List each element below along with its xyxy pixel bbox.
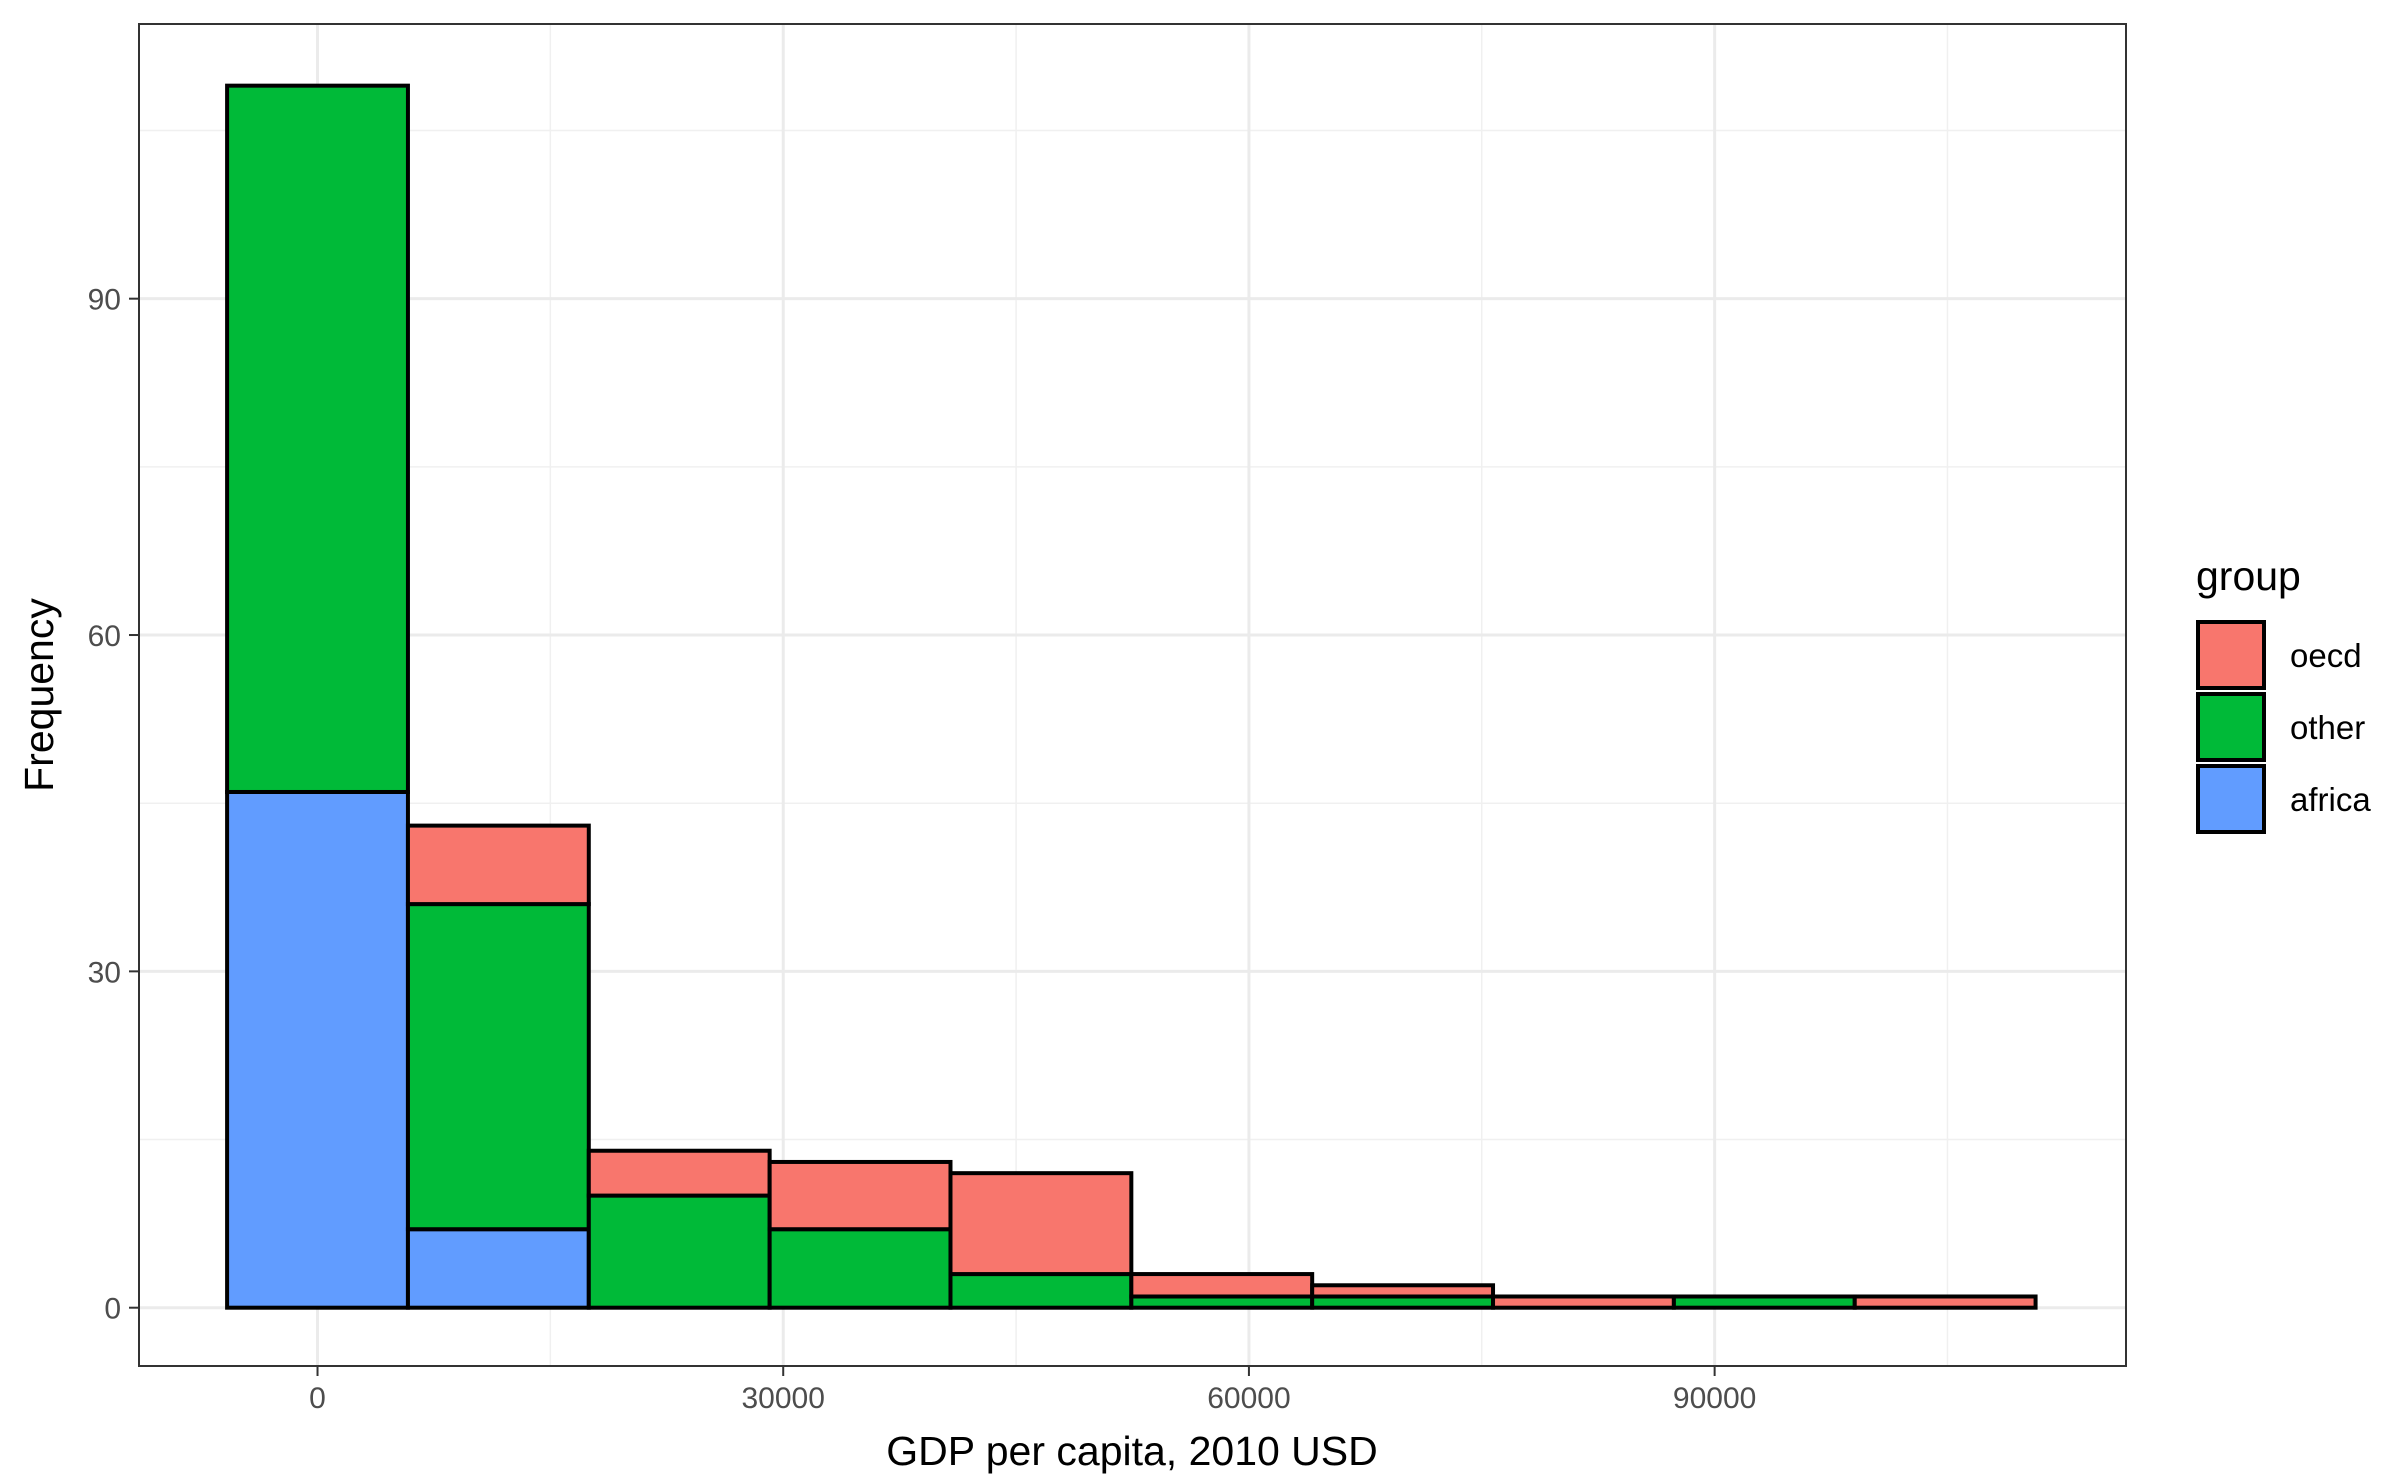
y-tick-label: 0 <box>104 1293 121 1326</box>
y-tick-label: 30 <box>88 956 121 989</box>
legend-title: group <box>2196 553 2301 599</box>
bar-other <box>405 902 591 1232</box>
bar-oecd <box>586 1148 772 1198</box>
bar-oecd <box>1310 1283 1496 1299</box>
bar-oecd <box>1491 1294 1676 1310</box>
bar-other <box>948 1272 1134 1310</box>
legend-label-oecd: oecd <box>2290 637 2362 674</box>
bar-other <box>586 1193 772 1310</box>
y-tick-label: 60 <box>88 620 121 653</box>
bar-other <box>767 1227 953 1310</box>
bars <box>225 83 2038 1310</box>
x-tick-label: 30000 <box>742 1382 825 1415</box>
bar-oecd <box>948 1171 1134 1277</box>
bar-oecd <box>405 823 591 907</box>
bar-oecd <box>767 1159 953 1232</box>
x-tick-label: 0 <box>309 1382 326 1415</box>
legend-key-africa <box>2196 764 2266 834</box>
y-tick-label: 90 <box>88 284 121 317</box>
legend-key-other <box>2196 692 2266 762</box>
x-axis-title: GDP per capita, 2010 USD <box>886 1428 1378 1474</box>
legend-label-other: other <box>2290 709 2365 746</box>
legend: group oecd other africa <box>2196 553 2371 834</box>
legend-key-oecd <box>2196 620 2266 690</box>
bar-other <box>225 83 410 794</box>
y-axis-title: Frequency <box>16 598 62 792</box>
bar-africa <box>405 1227 591 1310</box>
x-tick-label: 60000 <box>1207 1382 1290 1415</box>
axes: 0 30000 60000 90000 0 30 60 90 <box>88 284 1757 1415</box>
bar-oecd <box>1129 1272 1315 1299</box>
bar-africa <box>225 789 410 1310</box>
bar-oecd <box>1852 1294 2038 1310</box>
bar-other <box>1671 1294 1857 1310</box>
legend-label-africa: africa <box>2290 781 2371 818</box>
panel-border <box>138 23 2127 1367</box>
x-tick-label: 90000 <box>1673 1382 1756 1415</box>
legend-items: oecd other africa <box>2196 620 2371 834</box>
